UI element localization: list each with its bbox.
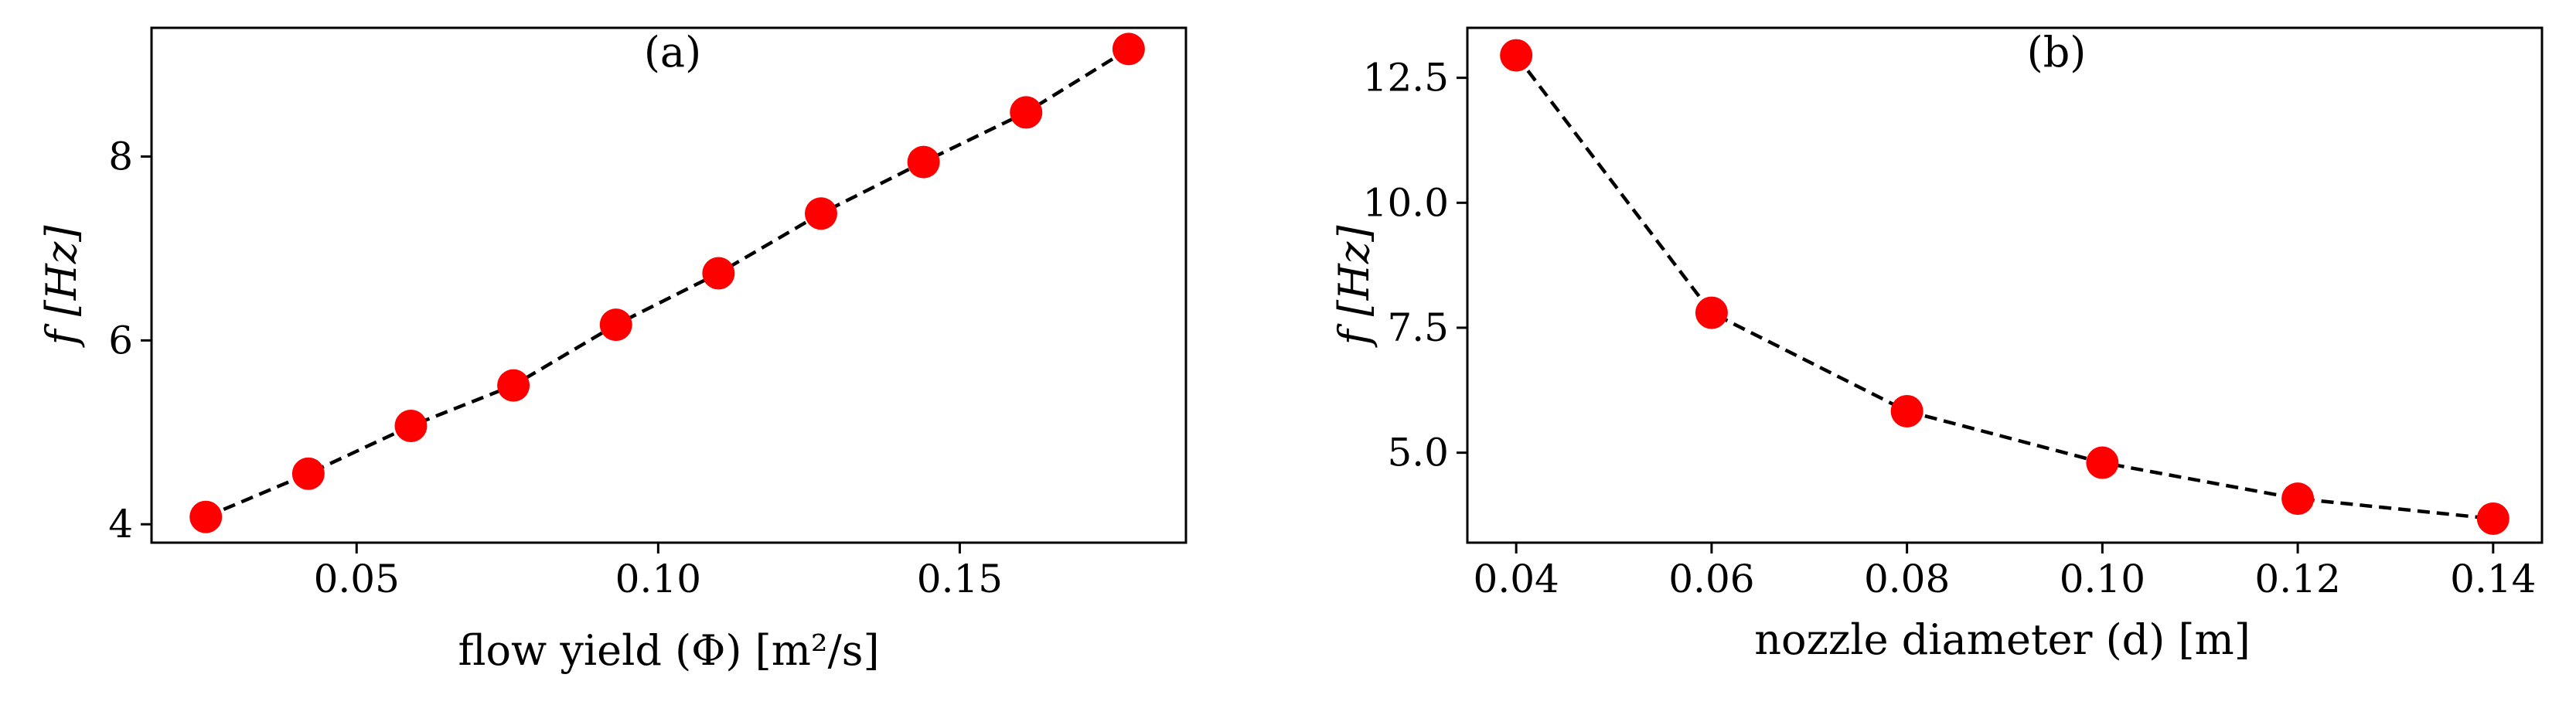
data-point-a-1 — [291, 457, 325, 490]
data-point-a-9 — [1112, 32, 1145, 66]
y-tick-label-b-3: 12.5 — [1363, 56, 1449, 100]
markers-b — [1500, 39, 2510, 535]
data-point-b-3 — [2086, 446, 2119, 479]
data-point-a-8 — [1010, 96, 1043, 129]
x-tick-label-b-1: 0.06 — [1668, 557, 1754, 601]
data-point-a-6 — [804, 197, 837, 230]
data-point-b-1 — [1695, 296, 1728, 329]
x-axis-label-b: nozzle diameter (d) [m] — [1754, 615, 2251, 664]
data-point-a-5 — [702, 257, 735, 290]
x-tick-label-a-1: 0.10 — [615, 557, 701, 601]
y-tick-label-a-0: 4 — [108, 502, 133, 547]
x-tick-label-b-0: 0.04 — [1474, 557, 1559, 601]
panel-label-a: (a) — [644, 28, 701, 77]
data-point-a-7 — [907, 145, 940, 179]
x-tick-label-b-2: 0.08 — [1864, 557, 1950, 601]
x-tick-label-a-0: 0.05 — [314, 557, 400, 601]
ticks-a: 0.05 0.10 0.15 4 6 8 — [108, 135, 1003, 602]
data-point-b-4 — [2281, 482, 2315, 516]
data-point-a-4 — [599, 308, 632, 342]
data-point-b-5 — [2476, 502, 2510, 535]
y-tick-label-b-1: 7.5 — [1387, 305, 1449, 350]
y-axis-label-a: f [Hz] — [37, 225, 86, 349]
x-tick-label-b-3: 0.10 — [2060, 557, 2145, 601]
y-tick-label-b-2: 10.0 — [1363, 180, 1449, 225]
data-point-a-3 — [497, 369, 530, 402]
plot-frame-b — [1466, 26, 2544, 544]
y-tick-label-a-1: 6 — [108, 318, 133, 363]
data-point-b-2 — [1890, 394, 1923, 427]
series-line-a — [205, 47, 1130, 519]
y-axis-label-b: f [Hz] — [1330, 225, 1378, 349]
y-tick-label-a-2: 8 — [108, 135, 133, 179]
series-line-b — [1515, 54, 2494, 521]
x-tick-label-a-2: 0.15 — [917, 557, 1003, 601]
markers-a — [189, 32, 1145, 533]
ticks-b: 0.04 0.06 0.08 0.10 0.12 0.14 5.0 7.5 10.0 12.5 — [1363, 56, 2537, 601]
x-tick-label-b-4: 0.12 — [2254, 557, 2340, 601]
data-point-a-0 — [189, 500, 223, 533]
y-tick-label-b-0: 5.0 — [1387, 431, 1449, 475]
plot-frame-a — [150, 26, 1187, 544]
x-tick-label-b-5: 0.14 — [2450, 557, 2536, 601]
data-point-b-0 — [1500, 39, 1533, 72]
panel-b: 0.04 0.06 0.08 0.10 0.12 0.14 5.0 7.5 10.0 12.5 (… — [1330, 26, 2544, 664]
panel-label-b: (b) — [2027, 28, 2087, 77]
x-axis-label-a: flow yield (Φ) [m²/s] — [458, 626, 879, 675]
panel-a: 0.05 0.10 0.15 4 6 8 (a) flow yield (Φ) [m²/s… — [37, 26, 1187, 675]
data-point-a-2 — [394, 409, 428, 442]
